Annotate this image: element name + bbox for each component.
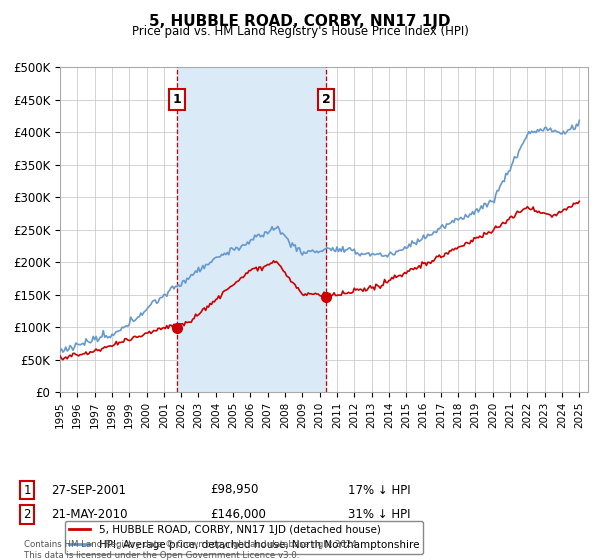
Text: 17% ↓ HPI: 17% ↓ HPI bbox=[348, 483, 410, 497]
Text: 31% ↓ HPI: 31% ↓ HPI bbox=[348, 507, 410, 521]
Text: 5, HUBBLE ROAD, CORBY, NN17 1JD: 5, HUBBLE ROAD, CORBY, NN17 1JD bbox=[149, 14, 451, 29]
Text: Contains HM Land Registry data © Crown copyright and database right 2024.
This d: Contains HM Land Registry data © Crown c… bbox=[24, 540, 359, 560]
Text: 2: 2 bbox=[23, 507, 31, 521]
Text: Price paid vs. HM Land Registry's House Price Index (HPI): Price paid vs. HM Land Registry's House … bbox=[131, 25, 469, 38]
Text: 2: 2 bbox=[322, 93, 331, 106]
Text: 21-MAY-2010: 21-MAY-2010 bbox=[51, 507, 128, 521]
Bar bbox=[176, 67, 326, 392]
Text: 27-SEP-2001: 27-SEP-2001 bbox=[51, 483, 126, 497]
Text: 1: 1 bbox=[23, 483, 31, 497]
Text: £98,950: £98,950 bbox=[210, 483, 259, 497]
Text: 1: 1 bbox=[172, 93, 181, 106]
Legend: 5, HUBBLE ROAD, CORBY, NN17 1JD (detached house), HPI: Average price, detached h: 5, HUBBLE ROAD, CORBY, NN17 1JD (detache… bbox=[65, 521, 423, 554]
Text: £146,000: £146,000 bbox=[210, 507, 266, 521]
